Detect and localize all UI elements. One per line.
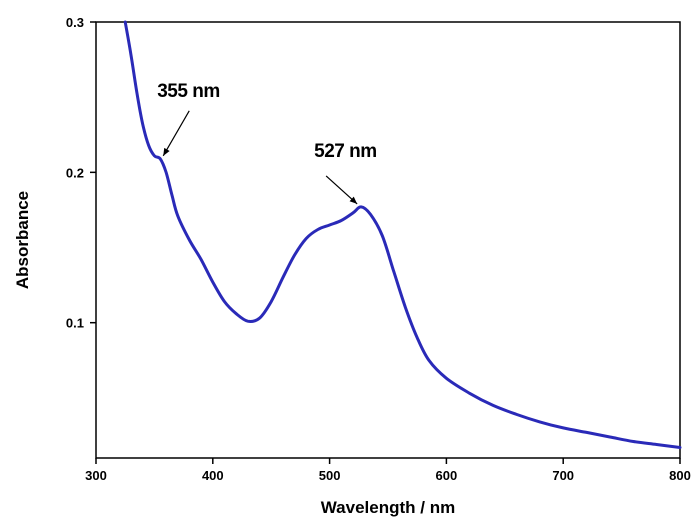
x-tick-label: 800	[669, 468, 691, 483]
annotation-label: 527 nm	[314, 141, 376, 162]
x-tick-label: 600	[436, 468, 458, 483]
annotation-arrowhead	[163, 147, 170, 156]
axis-ticks	[90, 21, 681, 464]
y-tick-label: 0.1	[66, 316, 84, 331]
annotation-arrowhead	[349, 196, 358, 204]
annotation-label: 355 nm	[157, 81, 219, 102]
y-tick-label: 0.2	[66, 165, 84, 180]
y-axis-title: Absorbance	[13, 191, 32, 289]
annotation-arrow	[162, 110, 190, 157]
absorbance-series-line	[123, 20, 682, 449]
plot-frame	[95, 21, 681, 459]
x-tick-label: 300	[85, 468, 107, 483]
x-axis-title: Wavelength / nm	[321, 498, 455, 517]
y-tick-label: 0.3	[66, 15, 84, 30]
x-tick-label: 500	[319, 468, 341, 483]
x-tick-label: 400	[202, 468, 224, 483]
tick-labels: 300 400 500 600 700 800 0.1 0.2 0.3	[66, 15, 691, 483]
peak-annotations: 355 nm 527 nm	[157, 81, 377, 205]
x-tick-label: 700	[552, 468, 574, 483]
